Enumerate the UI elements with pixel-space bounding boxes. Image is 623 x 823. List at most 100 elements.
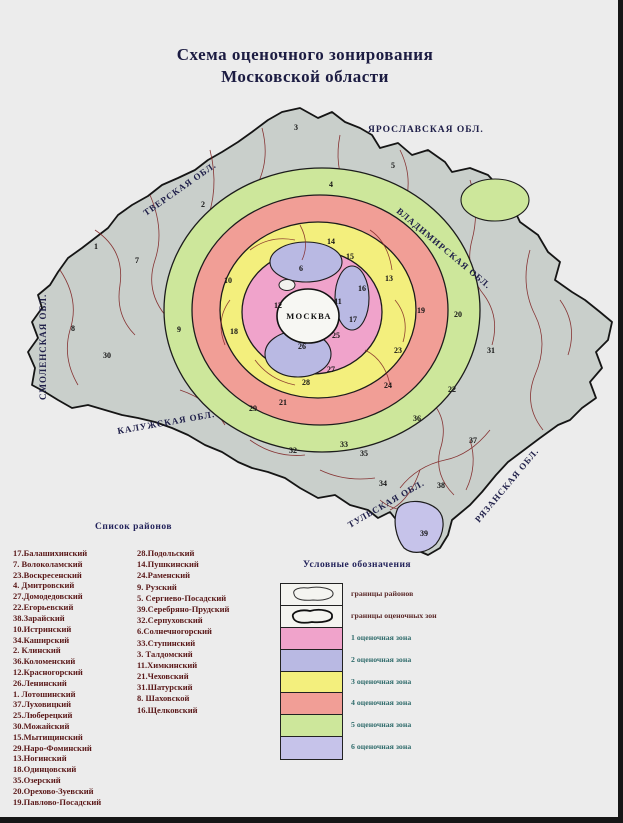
district-number: 36 [413, 414, 421, 423]
district-number: 34 [379, 479, 387, 488]
district-number: 11 [334, 297, 342, 306]
district-list-item: 2. Клинский [13, 645, 61, 656]
label-yaroslavl-obl: ЯРОСЛАВСКАЯ ОБЛ. [368, 125, 484, 135]
district-number: 1 [94, 242, 98, 251]
district-list-item: 20.Орехово-Зуевский [13, 785, 94, 796]
district-numbers: 1 2 3 4 5 6 7 8 9 10 11 12 13 14 15 16 1… [71, 123, 495, 538]
district-list-item: 26.Ленинский [13, 677, 67, 688]
legend-label: 6 оценочная зона [351, 742, 412, 752]
district-list-item: 7. Волоколамский [13, 558, 83, 569]
district-list-item: 31.Шатурский [137, 682, 193, 693]
district-list-item: 12.Красногорский [13, 666, 83, 677]
district-list-item: 1. Лотошинский [13, 688, 76, 699]
district-list-item: 9. Рузский [137, 581, 177, 592]
district-number: 7 [135, 256, 139, 265]
district-list-item: 30.Можайский [13, 721, 70, 731]
title-line-1: Схема оценочного зонирования [176, 45, 434, 64]
districts-list-heading: Список районов [95, 522, 172, 532]
district-list-item: 32.Серпуховский [137, 615, 203, 626]
title-line-2: Московской области [221, 67, 389, 86]
zone5-patch-northeast [460, 178, 530, 222]
district-list-item: 16.Щелковский [137, 704, 198, 715]
district-list-item: 22.Егорьевский [13, 602, 74, 613]
district-list-item: 8. Шаховской [137, 693, 190, 704]
district-number: 30 [103, 351, 111, 360]
district-number: 26 [298, 342, 306, 351]
zone-boundary-swatch [281, 606, 342, 628]
zone3-swatch [281, 671, 342, 694]
legend-swatch-box [280, 583, 343, 761]
district-list-item: 33.Ступинский [137, 637, 196, 648]
district-boundary-swatch [281, 584, 342, 606]
district-list-item: 6.Солнечногорский [137, 626, 212, 637]
districts-list-column-1: 17.Балашихинский 7. Волоколамский 23.Вос… [13, 548, 101, 808]
district-number: 21 [279, 398, 287, 407]
district-number: 5 [391, 161, 395, 170]
moscow-label: МОСКВА [286, 311, 332, 321]
legend-label: 5 оценочная зона [351, 720, 412, 730]
district-list-item: 5. Сергиево-Посадский [137, 592, 227, 603]
district-list-item: 11.Химкинский [137, 659, 198, 670]
district-list-item: 35.Озерский [13, 775, 61, 786]
zone2-swatch [281, 649, 342, 672]
district-list-item: 15.Мытищинский [13, 731, 83, 742]
district-number: 24 [384, 381, 392, 390]
district-list-item: 3. Талдомский [137, 648, 193, 659]
zone5-swatch [281, 715, 342, 738]
district-list-item: 19.Павлово-Посадский [13, 796, 102, 807]
district-number: 28 [302, 378, 310, 387]
district-number: 3 [294, 123, 298, 132]
district-number: 2 [201, 200, 205, 209]
district-list-item: 17.Балашихинский [13, 548, 88, 558]
district-number: 16 [358, 284, 366, 293]
legend-labels: границы районов границы оценочных зон 1 … [351, 583, 437, 758]
district-number: 13 [385, 274, 393, 283]
district-number: 19 [417, 306, 425, 315]
district-list-item: 21.Чеховский [137, 671, 189, 682]
district-number: 9 [177, 325, 181, 334]
moscow-city-area [276, 288, 340, 344]
district-number: 32 [289, 446, 297, 455]
district-number: 39 [420, 529, 428, 538]
district-number: 27 [327, 365, 335, 374]
district-number: 31 [487, 346, 495, 355]
district-list-item: 4. Дмитровский [13, 580, 75, 591]
district-number: 25 [332, 331, 340, 340]
district-list-item: 13.Ногинский [13, 753, 67, 764]
district-list-item: 18.Одинцовский [13, 764, 77, 775]
small-lake [278, 279, 296, 291]
district-number: 33 [340, 440, 348, 449]
district-number: 18 [230, 327, 238, 336]
district-number: 23 [394, 346, 402, 355]
district-list-item: 25.Люберецкий [13, 710, 73, 721]
district-number: 8 [71, 324, 75, 333]
legend-label: границы районов [351, 589, 414, 598]
district-number: 15 [346, 252, 354, 261]
legend-label: 1 оценочная зона [351, 632, 412, 642]
district-list-item: 34.Каширский [13, 634, 70, 645]
district-number: 20 [454, 310, 462, 319]
district-list-item: 27.Домодедовский [13, 591, 83, 602]
district-number: 4 [329, 180, 333, 189]
district-list-item: 23.Воскресенский [13, 569, 82, 580]
boundary-blob-icon [292, 587, 334, 602]
district-list-item: 10.Истринский [13, 623, 72, 634]
legend-label: 2 оценочная зона [351, 654, 412, 664]
districts-list-column-2: 28.Подольский 14.Пушкинский 24.Раменский… [137, 548, 229, 716]
district-list-item: 14.Пушкинский [137, 559, 199, 570]
district-number: 29 [249, 404, 257, 413]
district-number: 17 [349, 315, 357, 324]
district-number: 12 [274, 301, 282, 310]
scan-edge-bottom [0, 817, 623, 823]
legend-label: границы оценочных зон [351, 610, 437, 620]
legend-heading: Условные обозначения [303, 560, 412, 570]
district-number: 14 [327, 237, 335, 246]
zone6-blob-south [394, 500, 444, 553]
page-title: Схема оценочного зонирования Московской … [0, 44, 610, 88]
zone6-swatch [281, 737, 342, 760]
zone4-swatch [281, 693, 342, 716]
label-smolensk-obl: СМОЛЕНСКАЯ ОБЛ. [38, 294, 48, 400]
legend-label: 4 оценочная зона [351, 698, 412, 708]
